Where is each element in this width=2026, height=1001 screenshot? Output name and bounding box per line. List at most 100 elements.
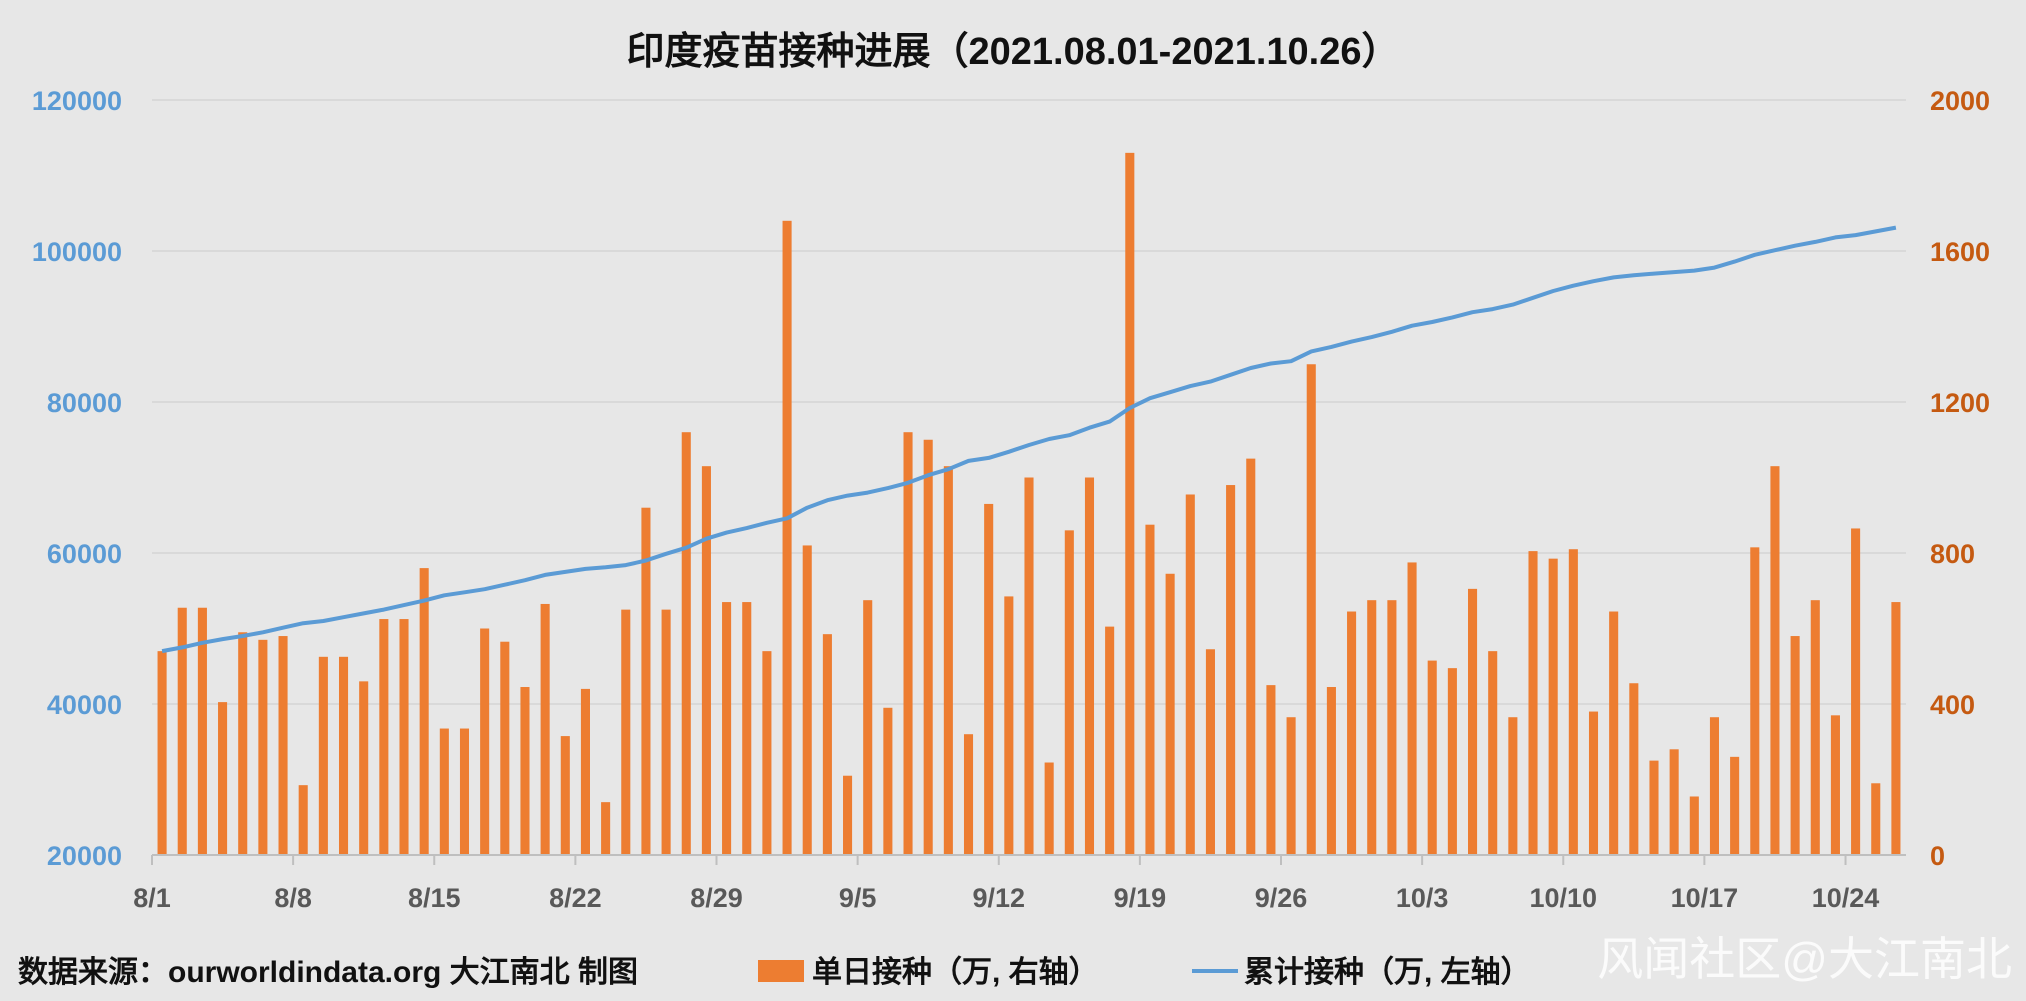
daily-bar [1326, 687, 1336, 855]
x-tick-label: 9/19 [1114, 883, 1167, 913]
x-tick-label: 8/8 [274, 883, 312, 913]
daily-bar [1669, 749, 1679, 855]
x-tick-label: 10/3 [1396, 883, 1449, 913]
daily-bar [520, 687, 530, 855]
x-tick-label: 8/1 [133, 883, 171, 913]
daily-bar [1387, 600, 1397, 855]
chart-title: 印度疫苗接种进展（2021.08.01-2021.10.26） [626, 31, 1399, 73]
daily-bar [1064, 530, 1074, 855]
right-y-tick-label: 1200 [1930, 388, 1990, 418]
daily-bar [1145, 524, 1155, 855]
daily-bar [782, 220, 792, 856]
daily-bars [157, 152, 1901, 856]
daily-bar [1649, 760, 1659, 855]
daily-bar [157, 651, 167, 855]
daily-bar [1084, 477, 1095, 855]
x-tick-label: 9/26 [1255, 883, 1308, 913]
daily-bar [1568, 549, 1578, 855]
daily-bar [1830, 715, 1840, 855]
legend-label-cumulative: 累计接种（万, 左轴） [1244, 955, 1531, 989]
daily-bar [863, 600, 873, 855]
daily-bar [1407, 562, 1417, 855]
daily-bar [560, 736, 570, 855]
daily-bar [419, 568, 429, 855]
source-note: 数据来源：ourworldindata.org 大江南北 制图 [18, 956, 638, 989]
daily-bar [1286, 717, 1296, 855]
daily-bar [1024, 477, 1034, 855]
left-y-tick-label: 120000 [32, 86, 122, 116]
daily-bar [1205, 649, 1215, 855]
left-y-tick-label: 60000 [47, 539, 122, 569]
daily-bar [1810, 600, 1820, 855]
legend: 单日接种（万, 右轴） 累计接种（万, 左轴） [758, 955, 1531, 989]
daily-bar [701, 466, 711, 855]
right-y-tick-label: 2000 [1930, 86, 1990, 116]
left-y-tick-label: 20000 [47, 841, 122, 871]
daily-bar [1447, 668, 1457, 855]
daily-bar [1730, 756, 1740, 855]
daily-bar [298, 785, 308, 855]
daily-bar [1105, 626, 1115, 855]
daily-bar [1367, 600, 1377, 855]
x-tick-label: 8/22 [549, 883, 602, 913]
left-y-tick-label: 100000 [32, 237, 122, 267]
cumulative-line-layer [161, 225, 1897, 654]
daily-bar [1588, 711, 1599, 855]
daily-bar [500, 641, 510, 855]
daily-bar [1468, 588, 1478, 855]
daily-bar [459, 728, 470, 855]
x-tick-label: 8/29 [690, 883, 743, 913]
daily-bar [1528, 551, 1538, 855]
daily-bar [177, 607, 187, 855]
daily-bar [1770, 466, 1780, 855]
right-y-tick-label: 800 [1930, 539, 1975, 569]
daily-bar [762, 651, 772, 855]
daily-bar [742, 602, 752, 855]
daily-bar [984, 503, 994, 855]
daily-bar [1427, 660, 1437, 855]
daily-bar [1306, 364, 1316, 855]
daily-bar [903, 432, 913, 855]
daily-bar [1246, 458, 1256, 855]
daily-bar [318, 656, 328, 855]
daily-bar [681, 432, 691, 855]
daily-bar [1004, 596, 1014, 855]
daily-bar [1266, 685, 1276, 855]
cumulative-line [161, 225, 1897, 654]
daily-bar [822, 634, 832, 855]
daily-bar [1165, 573, 1175, 855]
x-tick-label: 10/17 [1671, 883, 1739, 913]
daily-bar [218, 702, 228, 855]
right-y-tick-label: 0 [1930, 841, 1945, 871]
daily-bar [1871, 783, 1881, 855]
daily-bar [722, 602, 732, 855]
daily-bar [1609, 611, 1619, 855]
daily-bar [661, 609, 671, 855]
daily-bar [621, 609, 631, 855]
right-y-tick-label: 400 [1930, 690, 1975, 720]
daily-bar [1508, 717, 1518, 855]
daily-bar [1548, 558, 1558, 855]
daily-bar [379, 619, 389, 855]
x-tick-label: 9/5 [839, 883, 877, 913]
daily-bar [923, 439, 933, 855]
daily-bar [963, 734, 974, 855]
left-y-tick-label: 80000 [47, 388, 122, 418]
daily-bar [641, 507, 651, 855]
daily-bar [540, 603, 550, 855]
daily-bar [580, 688, 590, 855]
axes: 20000 40000 60000 80000 100000 120000 0 400 800 1… [32, 86, 1990, 913]
daily-bar [802, 545, 812, 855]
daily-bar [601, 802, 611, 855]
left-y-tick-label: 40000 [47, 690, 122, 720]
daily-bar [338, 656, 349, 855]
x-tick-label: 8/15 [408, 883, 461, 913]
daily-bar [359, 681, 369, 855]
daily-bar [238, 632, 248, 855]
daily-bar [1790, 636, 1800, 855]
daily-bar [1709, 717, 1720, 855]
daily-bar [480, 628, 490, 855]
daily-bar [843, 775, 853, 855]
